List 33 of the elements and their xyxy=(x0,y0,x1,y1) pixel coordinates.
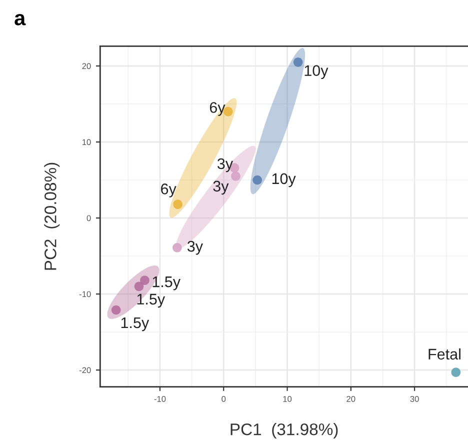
y-tick-label: 10 xyxy=(82,139,91,146)
point xyxy=(252,175,262,185)
point xyxy=(173,200,182,209)
annotation: 10y xyxy=(272,173,296,188)
annotation: 1.5y xyxy=(152,276,180,290)
x-tick-label: 30 xyxy=(410,396,419,402)
chart-title: a xyxy=(14,14,26,26)
y-tick-label: 0 xyxy=(86,215,91,222)
annotation: 10y xyxy=(304,65,328,80)
point xyxy=(293,58,303,67)
annotation: 1.5y xyxy=(137,294,166,308)
x-tick-label: 10 xyxy=(283,396,292,402)
y-tick-label: 20 xyxy=(82,63,91,70)
point xyxy=(140,276,150,285)
y-tick-label: -20 xyxy=(79,367,91,374)
x-tick-label: -10 xyxy=(154,396,166,402)
point xyxy=(111,305,121,315)
annotation: Fetal xyxy=(428,348,460,360)
point xyxy=(451,368,461,377)
point xyxy=(172,242,182,252)
annotation: 3y xyxy=(187,240,203,255)
y-tick-label: -10 xyxy=(79,291,91,298)
annotation: 1.5y xyxy=(121,317,150,332)
x-axis-title: PC1 (31.98%) xyxy=(230,423,338,439)
annotation: 3y xyxy=(213,180,229,195)
y-axis-title: PC2 (20.08%) xyxy=(44,162,60,270)
x-tick-label: 0 xyxy=(222,396,226,402)
point xyxy=(134,282,144,292)
annotation: 6y xyxy=(161,184,176,198)
annotation: 3y xyxy=(217,158,234,172)
point xyxy=(231,172,240,181)
annotation: 6y xyxy=(210,102,226,116)
x-tick-label: 20 xyxy=(346,396,356,402)
